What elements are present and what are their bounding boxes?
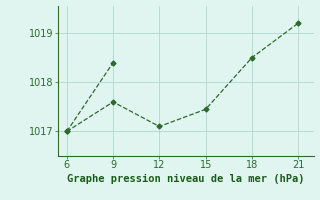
X-axis label: Graphe pression niveau de la mer (hPa): Graphe pression niveau de la mer (hPa)	[67, 174, 304, 184]
